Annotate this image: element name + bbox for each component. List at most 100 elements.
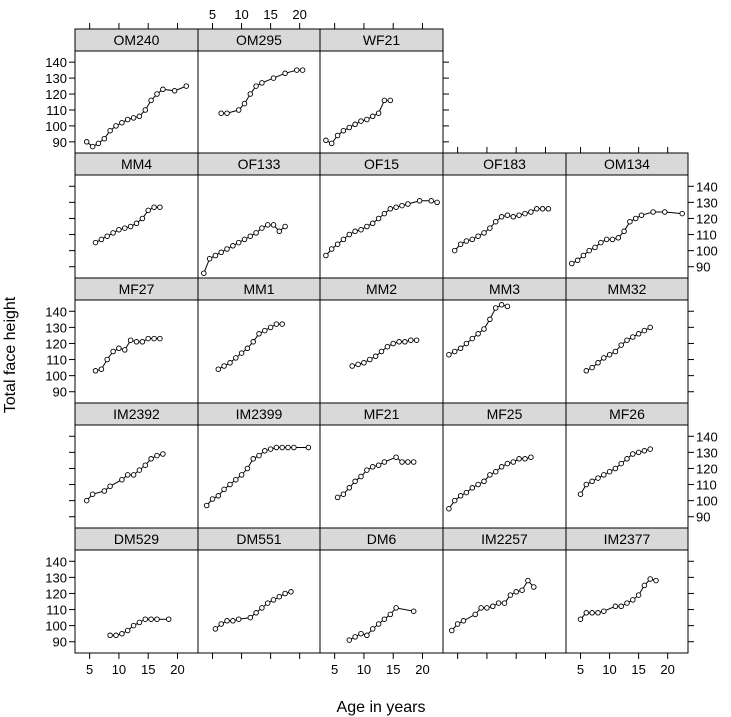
- data-point: [364, 223, 370, 230]
- data-point: [481, 326, 487, 332]
- y-tick-label: 140: [696, 429, 718, 444]
- x-axis-label: Age in years: [337, 699, 426, 716]
- strip-label: IM2257: [481, 531, 528, 547]
- y-tick-label: 140: [45, 55, 67, 70]
- strip-label: OF183: [483, 156, 526, 172]
- data-point: [589, 610, 595, 616]
- panels-layer: OM240 OM295 WF21 MM4 OF133 OF15 OF183 OM134 MF27…: [74, 28, 689, 654]
- y-tick-label: 120: [45, 87, 67, 102]
- data-point: [369, 113, 376, 120]
- data-point: [352, 228, 358, 235]
- data-point: [124, 472, 131, 478]
- y-tick-label: 110: [696, 228, 717, 243]
- data-point: [334, 494, 341, 501]
- data-point: [116, 226, 122, 233]
- data-point: [364, 632, 370, 639]
- data-point: [481, 230, 487, 236]
- data-point: [606, 351, 613, 358]
- strip-label: MM4: [121, 156, 152, 172]
- data-point: [375, 110, 382, 116]
- data-point: [328, 246, 335, 252]
- strip-label: OM240: [114, 32, 160, 48]
- data-point: [522, 456, 528, 462]
- data-point: [253, 83, 259, 89]
- data-point: [583, 610, 590, 616]
- data-point: [495, 600, 502, 606]
- y-tick-label: 130: [45, 570, 67, 585]
- data-point: [291, 444, 297, 451]
- data-point: [358, 118, 364, 124]
- data-point: [233, 355, 239, 361]
- data-point: [323, 137, 329, 144]
- data-point: [510, 459, 517, 465]
- data-point: [408, 337, 414, 343]
- data-point: [241, 236, 248, 243]
- data-point: [110, 230, 116, 236]
- data-point: [598, 239, 604, 246]
- data-point: [393, 605, 399, 611]
- data-point: [472, 611, 478, 618]
- strip-label: OM295: [236, 32, 282, 48]
- panel-wf21: WF21: [319, 28, 444, 154]
- data-point: [212, 252, 219, 259]
- data-point: [519, 587, 525, 593]
- y-tick-label: 120: [696, 211, 718, 226]
- series-line: [221, 69, 303, 114]
- y-tick-label: 130: [696, 445, 718, 460]
- panel-of133: OF133: [197, 152, 321, 279]
- data-point: [635, 449, 642, 456]
- data-point: [416, 198, 423, 204]
- data-point: [399, 202, 405, 209]
- data-point: [215, 366, 222, 372]
- data-point: [98, 236, 105, 243]
- data-point: [621, 228, 627, 235]
- data-point: [209, 496, 216, 502]
- data-point: [148, 97, 154, 104]
- panel-om240: OM240: [74, 28, 199, 154]
- data-point: [148, 616, 154, 622]
- panel-frame: [197, 424, 321, 529]
- data-point: [230, 243, 236, 249]
- x-tick-label: 10: [112, 662, 126, 677]
- y-tick-label: 90: [696, 510, 710, 525]
- series-line: [325, 200, 438, 256]
- panel-frame: [74, 299, 199, 404]
- data-point: [487, 316, 493, 323]
- data-point: [83, 497, 90, 504]
- data-point: [492, 305, 499, 311]
- series-line: [203, 224, 286, 274]
- data-point: [285, 444, 291, 451]
- series-line: [86, 85, 187, 148]
- data-point: [641, 582, 648, 589]
- data-point: [256, 452, 262, 459]
- panel-im2257: IM2257: [442, 527, 567, 654]
- data-point: [612, 603, 619, 610]
- data-point: [160, 86, 166, 93]
- data-point: [104, 233, 110, 239]
- data-point: [533, 206, 540, 212]
- data-point: [273, 321, 280, 327]
- data-point: [387, 206, 394, 212]
- data-point: [463, 340, 470, 347]
- data-point: [299, 67, 306, 73]
- data-point: [273, 444, 280, 451]
- data-point: [352, 121, 358, 128]
- panel-mm1: MM1: [197, 277, 321, 404]
- data-point: [387, 97, 394, 104]
- data-point: [405, 459, 411, 465]
- y-tick-label: 140: [45, 304, 67, 319]
- data-point: [428, 198, 435, 204]
- data-point: [393, 204, 399, 210]
- data-point: [635, 592, 642, 598]
- data-point: [469, 335, 476, 342]
- data-point: [241, 100, 248, 107]
- data-point: [346, 637, 353, 643]
- data-point: [151, 335, 157, 342]
- x-tick-label: 20: [415, 662, 429, 677]
- data-point: [381, 616, 388, 622]
- data-point: [641, 327, 648, 334]
- data-point: [615, 235, 622, 241]
- data-point: [101, 488, 108, 494]
- panel-dm551: DM551: [197, 527, 321, 654]
- data-point: [267, 446, 274, 452]
